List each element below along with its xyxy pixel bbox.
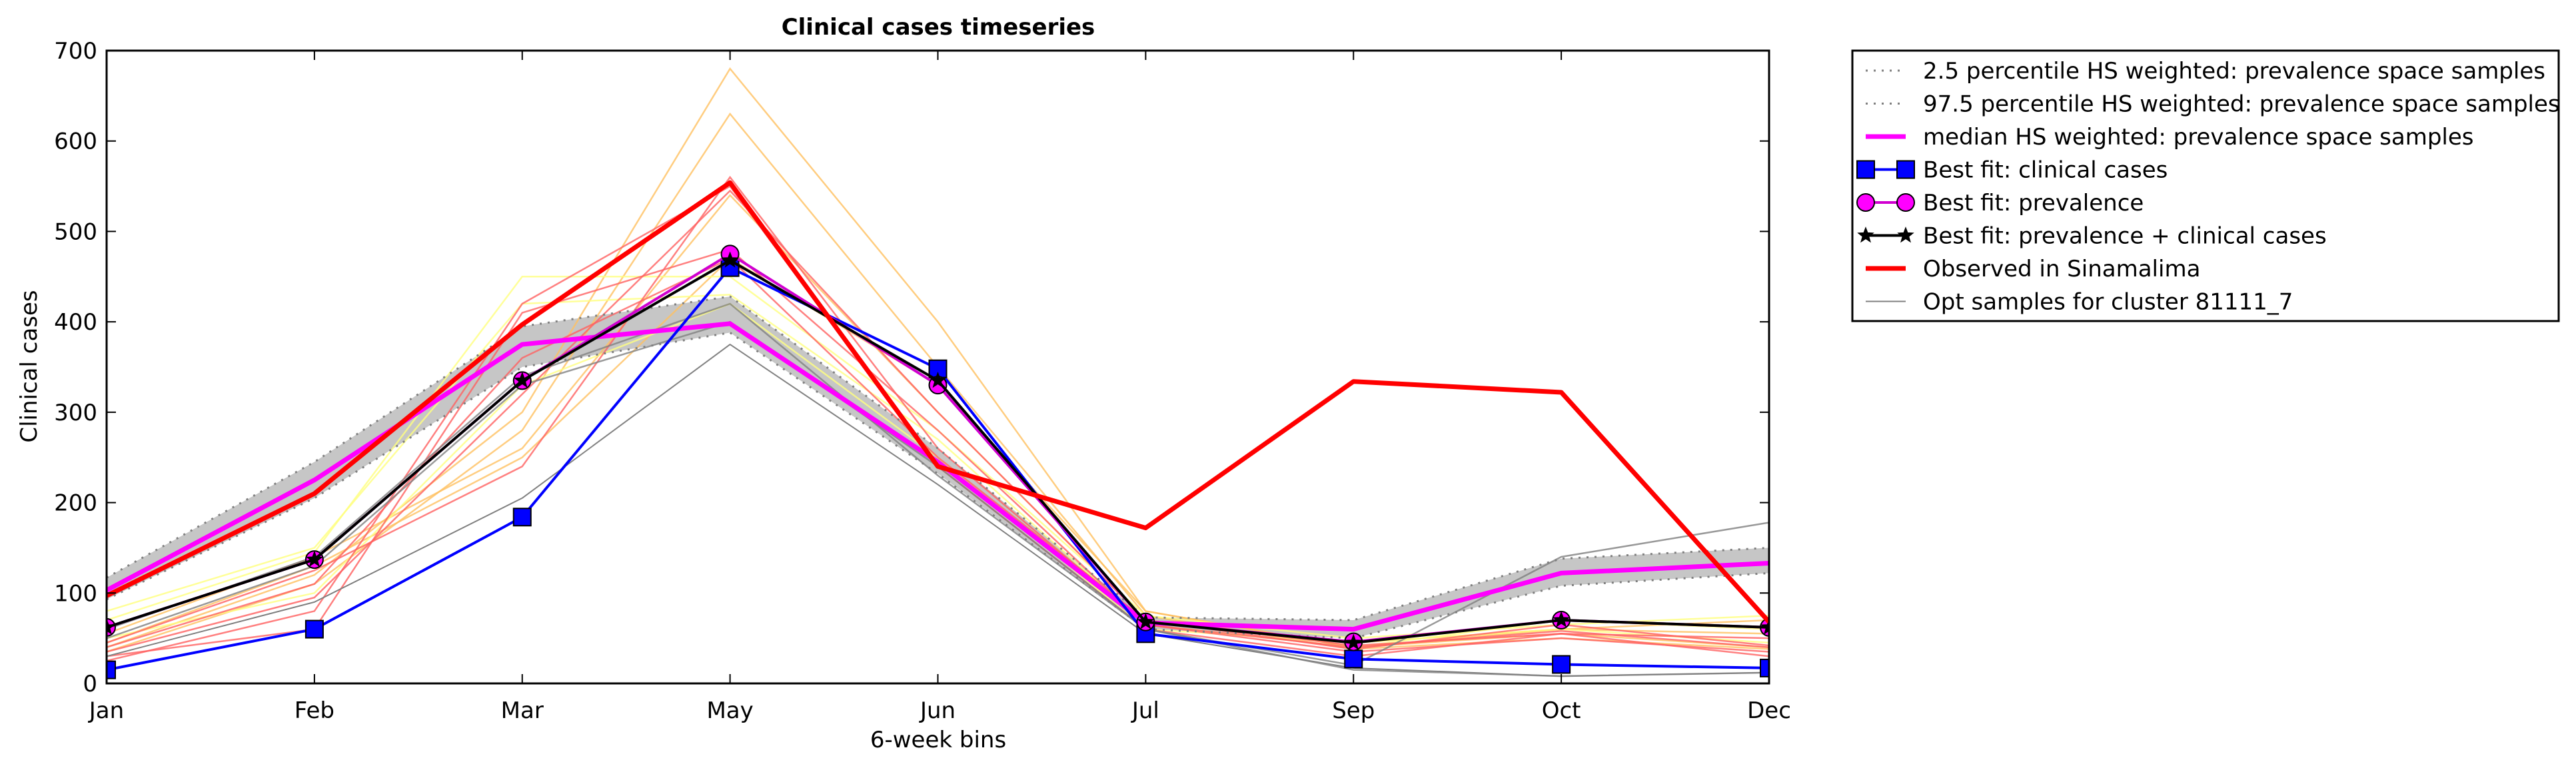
- x-tick-label: May: [706, 697, 753, 724]
- sample-line: [107, 294, 1769, 648]
- x-tick-label: Dec: [1747, 697, 1791, 724]
- legend-label: Best fit: prevalence + clinical cases: [1923, 223, 2327, 250]
- x-tick-label: Jun: [919, 697, 956, 724]
- legend-label: 2.5 percentile HS weighted: prevalence s…: [1923, 58, 2545, 85]
- series-marker-3: [305, 619, 324, 639]
- series-marker-3: [1760, 658, 1769, 677]
- legend: 2.5 percentile HS weighted: prevalence s…: [1851, 49, 2560, 322]
- series-marker-5: [513, 371, 531, 388]
- x-tick-label: Sep: [1332, 697, 1375, 724]
- series-marker-5: [107, 618, 115, 635]
- chart-title: Clinical cases timeseries: [782, 14, 1095, 41]
- x-tick-label: Feb: [295, 697, 334, 724]
- series-line-1: [107, 295, 1769, 621]
- legend-items: 2.5 percentile HS weighted: prevalence s…: [1856, 58, 2560, 316]
- legend-marker: [1857, 226, 1874, 243]
- series-marker-5: [306, 550, 323, 567]
- axes-ticks: 0 100 200 300 400 500 600 700 Jan Feb Mar May Jun Jul…: [54, 38, 1791, 724]
- legend-marker: [1897, 226, 1914, 243]
- sample-line: [107, 67, 1769, 648]
- series-marker-5: [1137, 613, 1155, 629]
- y-axis-label: Clinical cases: [16, 290, 43, 442]
- y-tick-label: 0: [83, 671, 97, 697]
- legend-marker: [1856, 193, 1875, 212]
- sample-line: [107, 189, 1769, 653]
- sample-line: [107, 248, 1769, 657]
- sample-line: [107, 257, 1769, 650]
- series-marker-5: [1760, 618, 1769, 635]
- y-tick-label: 300: [54, 400, 97, 426]
- y-tick-label: 200: [54, 490, 97, 517]
- series-marker-3: [1344, 649, 1363, 669]
- x-axis-label: 6-week bins: [870, 727, 1006, 753]
- series-marker-5: [1345, 633, 1363, 650]
- legend-marker: [1896, 160, 1915, 179]
- series-line-0: [107, 331, 1769, 639]
- series-marker-3: [512, 508, 532, 527]
- x-tick-label: Jan: [88, 697, 124, 724]
- legend-label: Best fit: clinical cases: [1923, 157, 2168, 184]
- legend-label: Opt samples for cluster 81111_7: [1923, 289, 2293, 316]
- legend-label: 97.5 percentile HS weighted: prevalence …: [1923, 91, 2560, 118]
- series-marker-3: [107, 660, 116, 679]
- y-tick-label: 500: [54, 218, 97, 245]
- series-marker-3: [1552, 655, 1571, 674]
- series-marker-5: [721, 251, 739, 268]
- y-tick-label: 600: [54, 129, 97, 155]
- legend-marker: [1856, 160, 1875, 179]
- x-tick-label: Jul: [1131, 697, 1159, 724]
- y-tick-label: 100: [54, 580, 97, 607]
- y-tick-label: 400: [54, 309, 97, 336]
- x-tick-label: Oct: [1542, 697, 1581, 724]
- series-marker-5: [929, 371, 947, 388]
- legend-box: [1851, 49, 2560, 322]
- x-tick-label: Mar: [501, 697, 544, 724]
- legend-label: Observed in Sinamalima: [1923, 256, 2200, 282]
- legend-label: Best fit: prevalence: [1923, 190, 2144, 216]
- legend-marker: [1896, 193, 1915, 212]
- series-line-7: [107, 344, 1769, 677]
- plot-area: [107, 67, 1769, 679]
- series-marker-5: [1553, 611, 1570, 627]
- legend-label: median HS weighted: prevalence space sam…: [1923, 124, 2474, 151]
- series-line-6: [107, 180, 1769, 624]
- y-tick-label: 700: [54, 38, 97, 65]
